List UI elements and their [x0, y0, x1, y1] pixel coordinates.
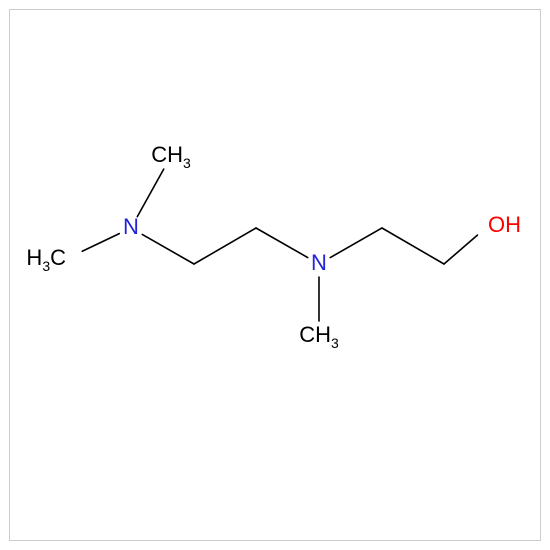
- bond: [82, 234, 119, 252]
- atom-label: CH3: [299, 322, 339, 351]
- bond: [256, 228, 308, 258]
- molecule-svg: CH3 H3C N N CH3 OH: [10, 10, 542, 542]
- bond: [142, 234, 194, 264]
- atom-label: OH: [488, 212, 521, 237]
- bond: [194, 228, 256, 264]
- atom-label: N: [311, 250, 327, 275]
- bond: [382, 228, 444, 264]
- bond: [330, 228, 382, 258]
- bond: [137, 169, 163, 217]
- diagram-frame: CH3 H3C N N CH3 OH: [9, 9, 541, 541]
- atom-label: N: [123, 214, 139, 239]
- bond: [444, 235, 477, 264]
- atom-label: H3C: [26, 245, 66, 274]
- atom-label: CH3: [151, 142, 191, 171]
